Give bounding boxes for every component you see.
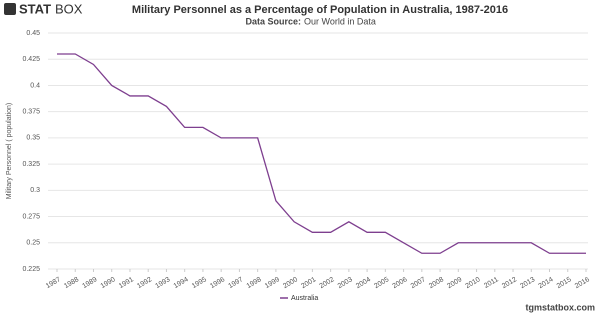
x-tick-label: 2004 <box>355 276 372 290</box>
x-tick-label: 2002 <box>319 276 336 290</box>
y-tick-label: 0.275 <box>22 213 40 220</box>
x-tick-label: 1987 <box>45 276 62 290</box>
x-tick-label: 2001 <box>300 276 317 290</box>
data-line <box>57 53 586 254</box>
x-tick-label: 2011 <box>483 276 500 290</box>
logo-bold: STAT <box>19 1 51 16</box>
source: Our World in Data <box>304 16 376 26</box>
logo-icon <box>4 3 16 15</box>
legend-label: Australia <box>291 295 318 302</box>
x-tick-label: 1988 <box>63 276 80 290</box>
y-tick-label: 0.425 <box>22 56 40 63</box>
x-tick-label: 1997 <box>227 276 244 290</box>
y-tick-label: 0.4 <box>30 82 40 89</box>
footer: tgmstatbox.com <box>525 302 595 312</box>
x-tick-label: 2013 <box>519 276 536 290</box>
y-tick-label: 0.325 <box>22 161 40 168</box>
x-tick-label: 1998 <box>246 276 263 290</box>
x-tick-label: 1989 <box>81 276 98 290</box>
x-tick-label: 2000 <box>282 276 299 290</box>
x-tick-label: 1993 <box>154 276 171 290</box>
y-tick-label: 0.3 <box>30 187 40 194</box>
y-tick-label: 0.45 <box>26 30 40 37</box>
x-tick-label: 1991 <box>118 276 135 290</box>
x-tick-label: 2010 <box>464 276 481 290</box>
x-tick-label: 2012 <box>501 276 518 290</box>
x-tick-label: 2015 <box>556 276 573 290</box>
x-tick-label: 1999 <box>264 276 281 290</box>
y-tick-label: 0.35 <box>26 135 40 142</box>
x-tick-label: 1995 <box>191 276 208 290</box>
logo-light: BOX <box>55 1 83 16</box>
x-tick-label: 2007 <box>410 276 427 290</box>
source-label: Data Source: <box>245 16 301 26</box>
y-axis-label: Military Personnel ( population) <box>6 103 13 200</box>
x-tick-label: 2016 <box>574 276 591 290</box>
x-tick-label: 1990 <box>100 276 117 290</box>
x-tick-label: 2009 <box>446 276 463 290</box>
y-tick-label: 0.375 <box>22 109 40 116</box>
y-tick-label: 0.225 <box>22 266 40 273</box>
x-tick-label: 2008 <box>428 276 445 290</box>
x-tick-label: 2003 <box>337 276 354 290</box>
x-tick-label: 2006 <box>392 276 409 290</box>
x-tick-label: 2005 <box>373 276 390 290</box>
x-tick-label: 1992 <box>136 276 153 290</box>
y-tick-label: 0.25 <box>26 240 40 247</box>
x-tick-label: 1994 <box>173 276 190 290</box>
chart-title: Military Personnel as a Percentage of Po… <box>132 4 508 16</box>
x-tick-label: 1996 <box>209 276 226 290</box>
x-tick-label: 2014 <box>537 276 554 290</box>
